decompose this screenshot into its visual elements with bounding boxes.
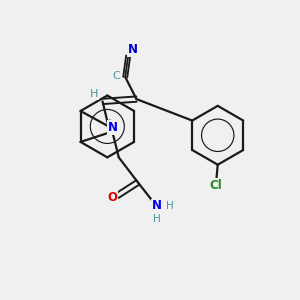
Text: N: N — [128, 44, 138, 56]
Text: H: H — [153, 214, 161, 224]
Text: N: N — [152, 200, 162, 212]
Text: H: H — [166, 201, 173, 211]
Text: Cl: Cl — [210, 179, 223, 192]
Text: H: H — [90, 89, 98, 99]
Text: C: C — [112, 70, 120, 80]
Text: N: N — [108, 122, 118, 134]
Text: O: O — [107, 190, 117, 204]
